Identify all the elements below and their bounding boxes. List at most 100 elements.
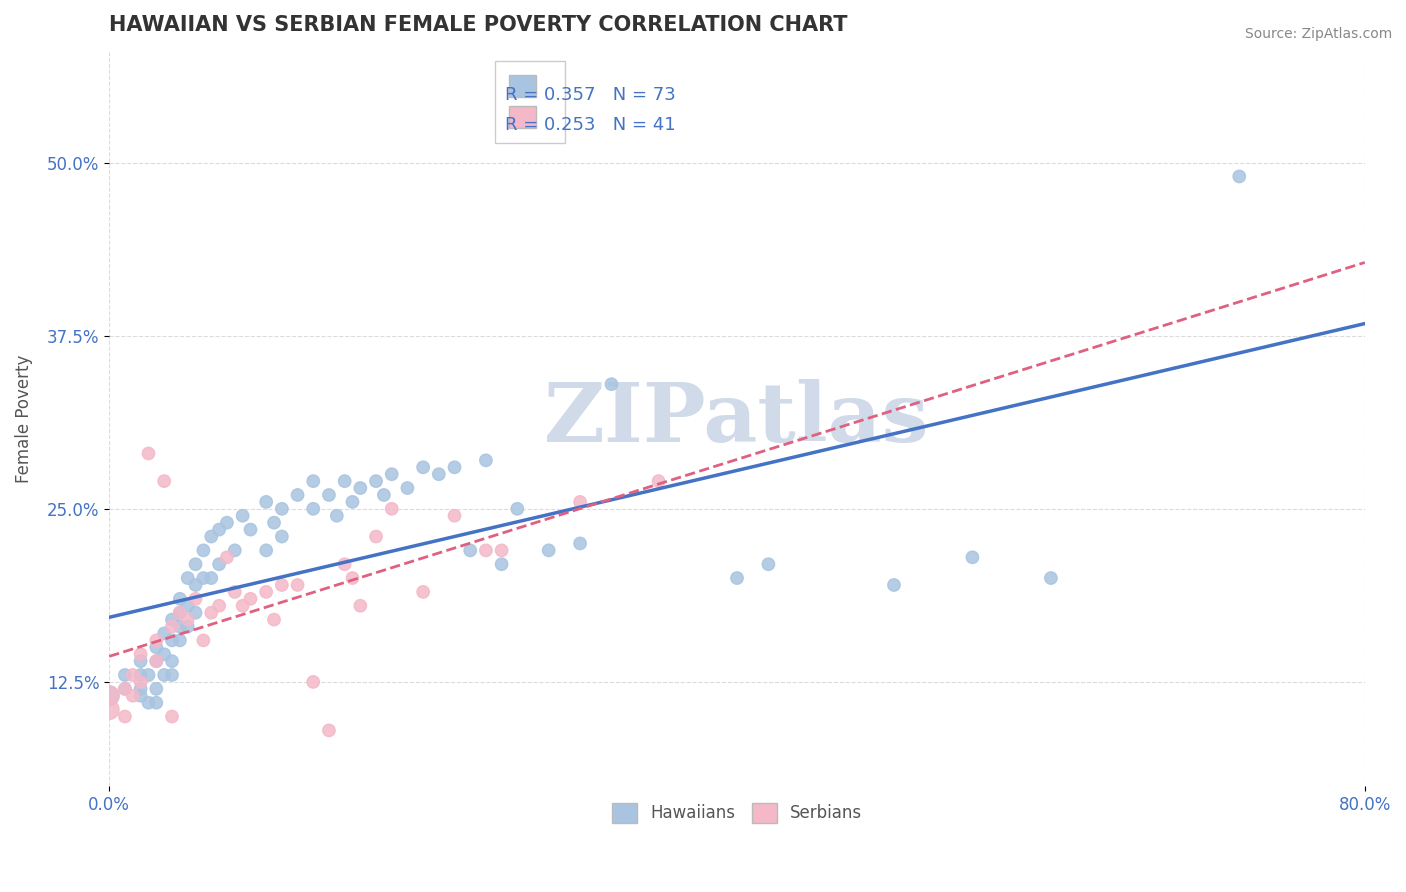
Point [342, 495, 364, 509]
Point [263, 613, 285, 627]
Point [364, 474, 387, 488]
Point [129, 647, 152, 661]
Point [270, 529, 292, 543]
Point [208, 599, 231, 613]
Text: R = 0.357   N = 73: R = 0.357 N = 73 [505, 86, 675, 103]
Point [349, 599, 371, 613]
Point [177, 613, 200, 627]
Point [381, 501, 404, 516]
Point [177, 571, 200, 585]
Legend: Hawaiians, Serbians: Hawaiians, Serbians [599, 789, 876, 836]
Point [129, 654, 152, 668]
Point [98, 689, 121, 703]
Point [647, 474, 669, 488]
Point [160, 654, 183, 668]
Point [160, 633, 183, 648]
Point [349, 481, 371, 495]
Text: Source: ZipAtlas.com: Source: ZipAtlas.com [1244, 27, 1392, 41]
Point [287, 578, 309, 592]
Point [145, 696, 167, 710]
Point [145, 681, 167, 696]
Text: HAWAIIAN VS SERBIAN FEMALE POVERTY CORRELATION CHART: HAWAIIAN VS SERBIAN FEMALE POVERTY CORRE… [110, 15, 848, 35]
Point [200, 606, 222, 620]
Point [215, 516, 238, 530]
Point [600, 377, 623, 392]
Point [145, 633, 167, 648]
Point [138, 696, 160, 710]
Point [145, 654, 167, 668]
Point [129, 668, 152, 682]
Point [129, 674, 152, 689]
Point [177, 619, 200, 633]
Point [396, 481, 419, 495]
Point [270, 578, 292, 592]
Point [302, 501, 325, 516]
Point [254, 543, 277, 558]
Point [114, 668, 136, 682]
Point [758, 558, 780, 572]
Point [145, 654, 167, 668]
Point [138, 668, 160, 682]
Point [184, 578, 207, 592]
Point [458, 543, 481, 558]
Point [326, 508, 349, 523]
Point [138, 446, 160, 460]
Point [569, 536, 592, 550]
Point [160, 709, 183, 723]
Point [114, 681, 136, 696]
Point [254, 495, 277, 509]
Text: R = 0.253   N = 41: R = 0.253 N = 41 [505, 116, 675, 135]
Point [491, 543, 513, 558]
Point [443, 508, 465, 523]
Point [1039, 571, 1062, 585]
Point [381, 467, 404, 482]
Point [318, 488, 340, 502]
Point [318, 723, 340, 738]
Point [121, 668, 143, 682]
Point [537, 543, 560, 558]
Point [153, 668, 176, 682]
Point [184, 591, 207, 606]
Point [224, 585, 246, 599]
Point [364, 529, 387, 543]
Point [287, 488, 309, 502]
Y-axis label: Female Poverty: Female Poverty [15, 355, 32, 483]
Point [114, 681, 136, 696]
Point [427, 467, 450, 482]
Point [200, 529, 222, 543]
Point [169, 591, 191, 606]
Point [208, 523, 231, 537]
Point [373, 488, 395, 502]
Point [302, 674, 325, 689]
Point [302, 474, 325, 488]
Point [160, 613, 183, 627]
Text: ZIPatlas: ZIPatlas [544, 379, 929, 458]
Point [412, 460, 434, 475]
Point [160, 619, 183, 633]
Point [184, 558, 207, 572]
Point [254, 585, 277, 599]
Point [169, 606, 191, 620]
Point [725, 571, 748, 585]
Point [129, 689, 152, 703]
Point [215, 550, 238, 565]
Point [443, 460, 465, 475]
Point [169, 606, 191, 620]
Point [263, 516, 285, 530]
Point [121, 689, 143, 703]
Point [224, 543, 246, 558]
Point [193, 543, 215, 558]
Point [169, 619, 191, 633]
Point [333, 474, 356, 488]
Point [145, 640, 167, 655]
Point [193, 571, 215, 585]
Point [184, 606, 207, 620]
Point [232, 508, 254, 523]
Point [98, 689, 121, 703]
Point [475, 453, 498, 467]
Point [491, 558, 513, 572]
Point [169, 633, 191, 648]
Point [239, 523, 262, 537]
Point [475, 543, 498, 558]
Point [232, 599, 254, 613]
